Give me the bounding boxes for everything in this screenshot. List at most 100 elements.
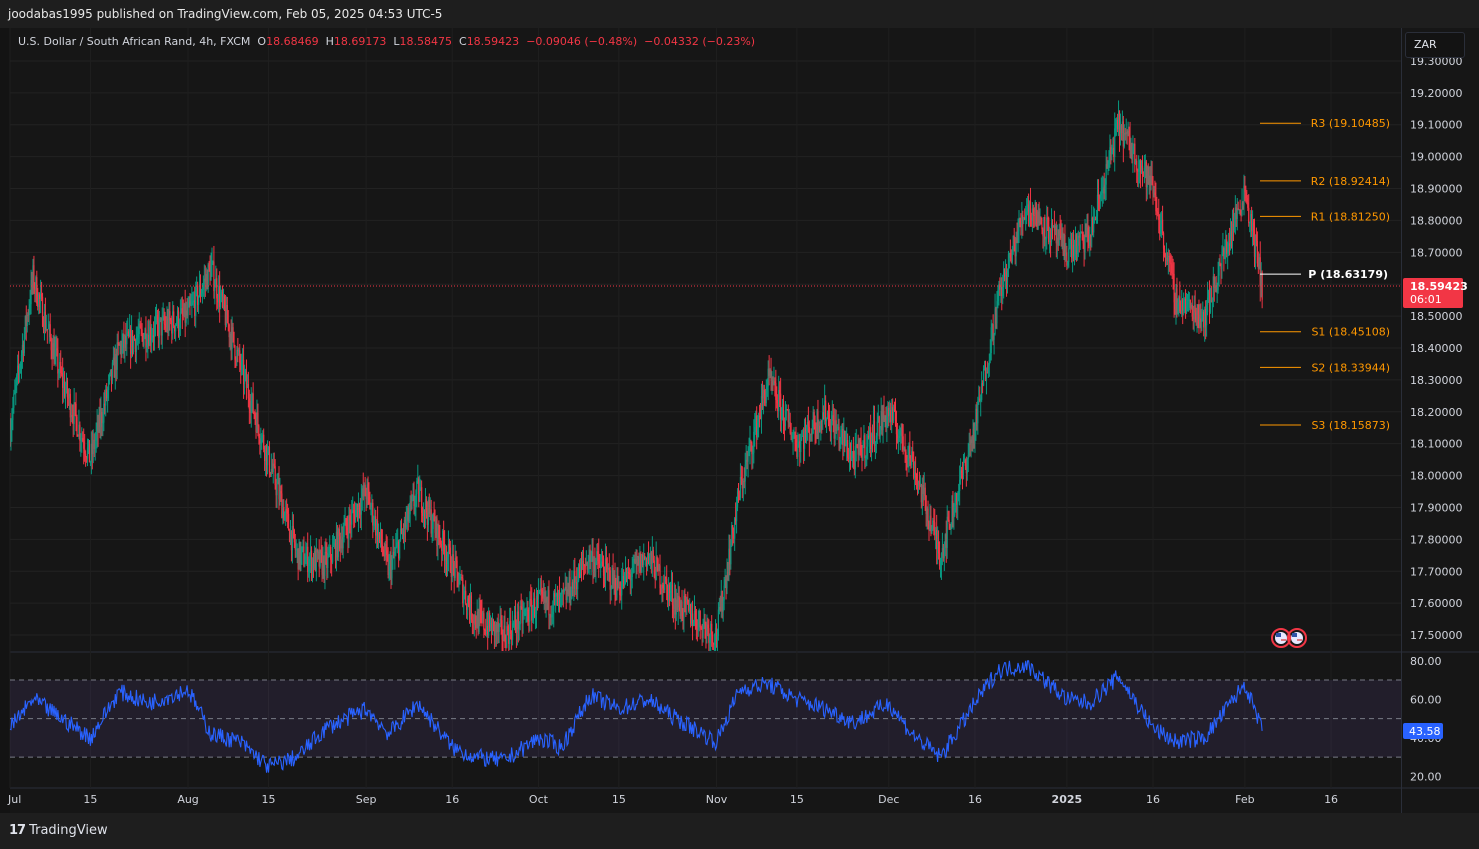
candle-body xyxy=(1191,304,1193,317)
candle-body xyxy=(481,612,483,619)
candle-body xyxy=(58,372,60,374)
candle-body xyxy=(844,430,846,447)
candle-body xyxy=(106,389,108,399)
candle-body xyxy=(173,311,175,327)
candle-body xyxy=(812,412,814,434)
candle-body xyxy=(409,501,411,515)
candle-body xyxy=(823,412,825,420)
chart-panel[interactable] xyxy=(10,28,1401,813)
candle-body xyxy=(848,448,851,458)
candle-body xyxy=(545,597,547,603)
candle-body xyxy=(314,551,316,571)
candle-body xyxy=(1221,253,1223,270)
candle-body xyxy=(1108,157,1110,161)
candle-body xyxy=(105,389,107,406)
candle-body xyxy=(129,329,131,337)
candle-body xyxy=(342,537,344,549)
candle-body xyxy=(492,619,495,622)
candle-body xyxy=(240,362,242,370)
candle-body xyxy=(1195,312,1197,321)
brand[interactable]: 17 TradingView xyxy=(9,823,108,838)
currency-button[interactable]: ZAR xyxy=(1405,32,1465,58)
candle-body xyxy=(674,597,676,615)
candle-body xyxy=(1251,213,1253,232)
candle-body xyxy=(709,636,711,643)
candle-body xyxy=(735,506,738,522)
candle-body xyxy=(90,443,92,463)
candle-body xyxy=(441,544,443,552)
candle-body xyxy=(467,598,470,606)
candle-body xyxy=(241,360,243,370)
candle-body xyxy=(293,529,295,543)
candle-body xyxy=(561,589,563,593)
candle-body xyxy=(527,609,529,621)
candle-body xyxy=(485,630,487,634)
candle-body xyxy=(62,373,64,388)
candle-body xyxy=(46,329,48,331)
candle-body xyxy=(21,344,24,355)
candle-body xyxy=(1117,110,1120,130)
candle-body xyxy=(780,407,783,420)
candle-body xyxy=(141,329,143,334)
candle-body xyxy=(326,553,328,569)
candle-body xyxy=(593,562,595,572)
candle-body xyxy=(478,609,480,632)
candle-body xyxy=(458,583,460,587)
candle-body xyxy=(869,427,871,438)
candle-body xyxy=(693,611,696,624)
candle-body xyxy=(425,499,428,513)
legend-close: 18.59423 xyxy=(466,35,520,48)
candle-body xyxy=(1092,217,1094,233)
candle-body xyxy=(1230,231,1233,240)
candle-body xyxy=(729,548,731,565)
candle-body xyxy=(997,290,999,302)
candle-body xyxy=(200,293,203,296)
candle-body xyxy=(306,546,308,557)
candle-body xyxy=(368,489,370,497)
candle-body xyxy=(192,300,194,303)
candle-body xyxy=(260,443,262,445)
candle-body xyxy=(84,448,86,454)
candle-body xyxy=(344,518,346,526)
candle-body xyxy=(387,555,389,576)
candle-body xyxy=(370,508,372,510)
candle-body xyxy=(390,560,392,579)
candle-body xyxy=(10,427,11,443)
candle-body xyxy=(414,506,416,508)
candle-body xyxy=(624,568,627,574)
candle-body xyxy=(309,558,311,567)
candle-body xyxy=(1212,276,1214,300)
candle-body xyxy=(967,455,969,459)
candle-body xyxy=(102,422,104,424)
candle-body xyxy=(583,564,585,566)
candle-body xyxy=(1170,262,1172,265)
us-flag-icon-canton xyxy=(1292,633,1297,637)
candle-body xyxy=(34,288,36,290)
candle-body xyxy=(563,589,565,593)
candle-body xyxy=(63,381,65,388)
candle-body xyxy=(1074,234,1077,249)
candle-body xyxy=(1131,153,1133,160)
price-scale[interactable] xyxy=(1401,28,1479,813)
candle-body xyxy=(270,468,272,475)
candle-body xyxy=(1014,244,1016,257)
candle-body xyxy=(547,590,549,603)
candle-body xyxy=(428,499,430,514)
candle-body xyxy=(365,495,367,500)
candle-body xyxy=(1150,175,1152,186)
candle-body xyxy=(179,311,181,329)
candle-body xyxy=(238,350,240,352)
candle-body xyxy=(884,415,886,419)
candle-body xyxy=(991,324,993,328)
candle-body xyxy=(275,485,277,496)
candle-body xyxy=(1189,299,1191,308)
candle-body xyxy=(926,508,928,514)
candle-body xyxy=(1198,314,1200,327)
candle-body xyxy=(233,331,235,346)
candle-body xyxy=(921,484,923,503)
candle-body xyxy=(104,403,106,406)
candle-body xyxy=(538,591,540,593)
candle-body xyxy=(1148,175,1150,185)
candle-body xyxy=(408,514,410,522)
